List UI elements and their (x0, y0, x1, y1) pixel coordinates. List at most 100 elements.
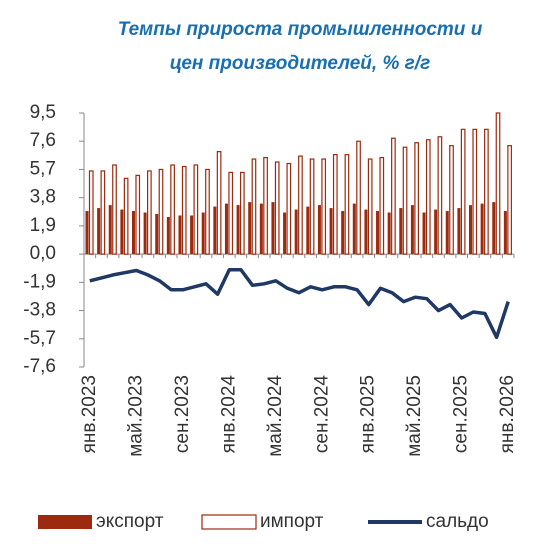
bar (391, 137, 396, 255)
bar (224, 203, 228, 255)
legend-label: экспорт (96, 511, 164, 532)
bar (399, 208, 403, 255)
x-tick-label: сен.2023 (172, 375, 193, 453)
bar (123, 177, 129, 255)
bar (143, 212, 147, 255)
bar (263, 156, 268, 255)
bar (178, 215, 182, 255)
legend-label: сальдо (426, 511, 489, 532)
bar (484, 128, 489, 255)
bar (294, 209, 298, 255)
y-tick-label: 9,5 (30, 102, 56, 123)
bar (205, 168, 210, 255)
bar (422, 212, 426, 255)
bar (321, 158, 327, 255)
x-tick-label: янв.2024 (218, 375, 239, 454)
bar (100, 170, 106, 255)
bar (414, 142, 420, 255)
x-tick-label: май.2023 (125, 375, 146, 457)
bar (88, 170, 94, 255)
bar (387, 212, 391, 255)
line (89, 267, 510, 340)
bar (434, 209, 438, 255)
bar (437, 136, 443, 255)
bar (492, 202, 496, 255)
bar (259, 203, 263, 255)
bar (480, 203, 484, 255)
bar (460, 128, 466, 255)
y-tick-label: 7,6 (30, 130, 56, 151)
legend-swatch (38, 515, 92, 529)
bar (239, 171, 245, 255)
bar (251, 158, 257, 255)
bar (329, 208, 333, 255)
bar (503, 211, 507, 255)
bar (495, 112, 501, 255)
bar (147, 170, 152, 255)
x-tick-label: янв.2026 (497, 375, 518, 453)
x-tick-label: сен.2025 (451, 375, 472, 453)
bar (193, 164, 199, 255)
bar (286, 162, 292, 255)
bar (236, 205, 240, 255)
x-tick-label: янв.2023 (79, 375, 100, 453)
bar (248, 202, 252, 255)
bar (158, 168, 164, 255)
y-tick-label: 0,0 (30, 243, 56, 264)
bar (306, 206, 310, 255)
bar (376, 211, 380, 255)
bar (402, 146, 408, 255)
bar (181, 165, 187, 255)
bar (131, 211, 135, 255)
bar (108, 205, 112, 255)
chart-title: Темпы прироста промышленности и (118, 19, 483, 40)
bar (367, 158, 373, 255)
bar (379, 156, 385, 255)
bar (317, 205, 321, 255)
bar (155, 214, 159, 255)
bar (352, 203, 356, 255)
bar (283, 212, 287, 255)
y-tick-label: 3,8 (30, 187, 56, 208)
bar (112, 164, 117, 255)
y-tick-label: -7,6 (23, 356, 56, 377)
legend-swatch (201, 514, 257, 530)
bar (469, 205, 473, 255)
y-tick-label: -5,7 (23, 328, 56, 349)
bar (445, 211, 449, 255)
bar (213, 206, 217, 255)
x-tick-label: май.2024 (265, 375, 286, 457)
bar (410, 205, 414, 255)
bar (364, 209, 368, 255)
y-tick-label: -1,9 (23, 271, 56, 292)
bar (228, 171, 234, 255)
bar (472, 128, 478, 255)
bar (97, 208, 101, 255)
bar (332, 153, 338, 255)
bar (274, 161, 280, 255)
bar (190, 215, 194, 255)
bar (135, 174, 141, 255)
bar (449, 145, 454, 255)
bar (309, 158, 315, 255)
chart-title: цен производителей, % г/г (170, 53, 430, 74)
bar (356, 140, 361, 255)
bar (170, 164, 175, 255)
bar (166, 216, 170, 255)
x-tick-label: янв.2025 (358, 375, 379, 453)
bar (344, 153, 350, 255)
bar (85, 211, 89, 255)
bar (216, 151, 222, 255)
y-tick-label: -3,8 (23, 300, 56, 321)
x-tick-label: сен.2024 (311, 375, 332, 454)
x-tick-label: май.2025 (404, 375, 425, 457)
bar (457, 208, 461, 255)
bar (507, 145, 512, 255)
bar (271, 202, 275, 255)
y-tick-label: 5,7 (30, 158, 56, 179)
legend-label: импорт (260, 511, 324, 532)
bar (341, 211, 345, 255)
bar (120, 209, 124, 255)
bar (201, 212, 205, 255)
